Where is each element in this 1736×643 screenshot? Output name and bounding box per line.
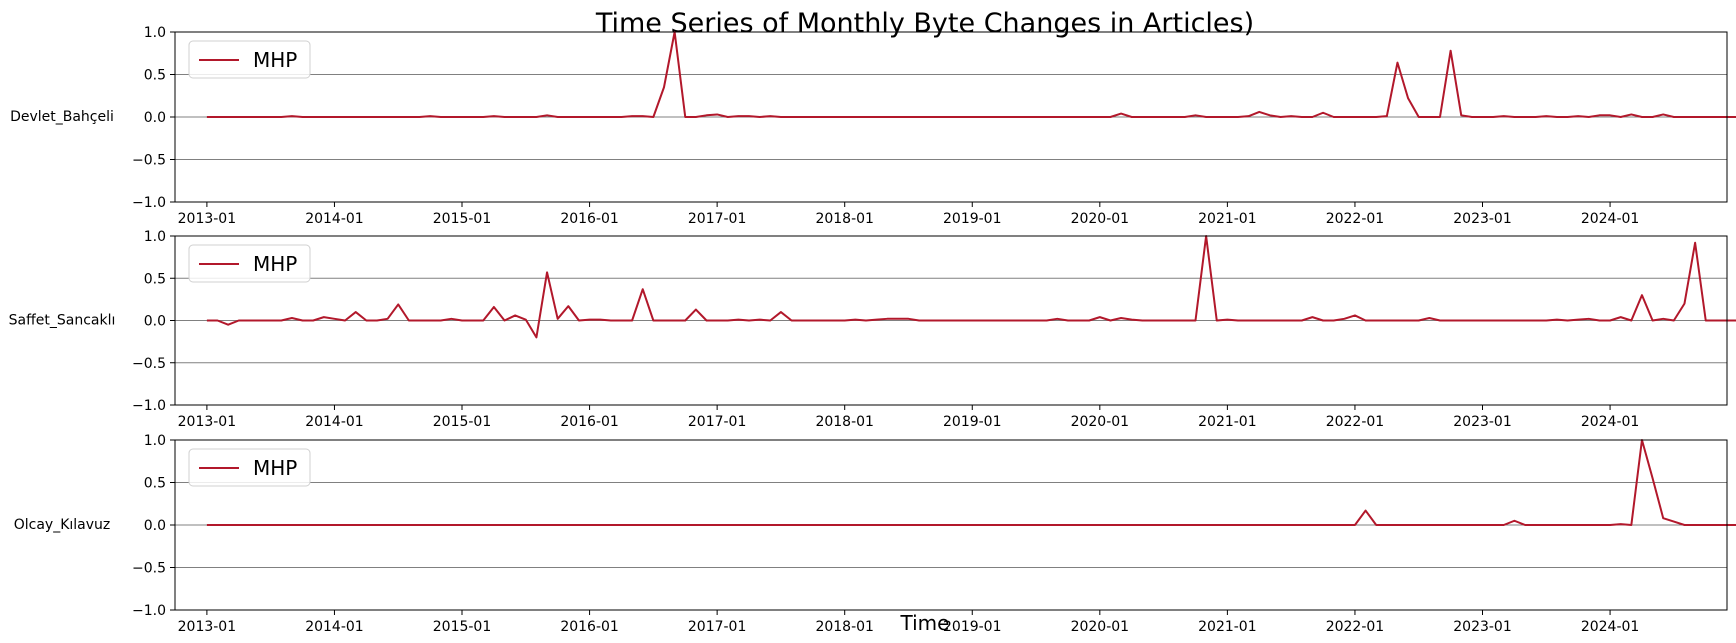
x-tick-label: 2019-01: [943, 619, 1002, 635]
panels-group: 1.0 0.5 0.0 −0.5 −1.0 2013-01 2014-01 2015-01 20…: [9, 25, 1736, 635]
series-line-mhp: [206, 439, 1736, 526]
x-tick-label: 2013-01: [178, 619, 237, 635]
x-tick-label: 2013-01: [178, 414, 237, 430]
x-tick-label: 2014-01: [305, 414, 364, 430]
x-tick-label: 2015-01: [433, 414, 492, 430]
x-tick-label: 2015-01: [433, 211, 492, 227]
legend-box: [188, 244, 311, 283]
x-tick-label: 2013-01: [178, 211, 237, 227]
x-tick-label: 2020-01: [1071, 211, 1130, 227]
y-tick-label: 1.0: [144, 229, 166, 245]
x-tick-label: 2017-01: [688, 619, 747, 635]
axes-frame: [174, 31, 1728, 203]
x-tick-label: 2021-01: [1198, 414, 1257, 430]
x-tick-label: 2017-01: [688, 211, 747, 227]
x-tick-label: 2016-01: [560, 211, 619, 227]
x-tick-label: 2021-01: [1198, 619, 1257, 635]
x-tick-label: 2020-01: [1071, 414, 1130, 430]
x-tick-label: 2024-01: [1581, 211, 1640, 227]
legend-label: MHP: [253, 252, 297, 276]
x-tick-label: 2022-01: [1326, 211, 1385, 227]
x-tick-label: 2016-01: [560, 619, 619, 635]
y-tick-label: 1.0: [144, 25, 166, 41]
x-tick-label: 2018-01: [815, 211, 874, 227]
y-tick-label: 0.0: [144, 314, 166, 330]
x-tick-label: 2023-01: [1453, 619, 1512, 635]
x-tick-label: 2017-01: [688, 414, 747, 430]
y-tick-label: 0.5: [144, 68, 166, 84]
y-tick-label: −1.0: [132, 195, 166, 211]
y-tick-label: −0.5: [132, 356, 166, 372]
x-tick-label: 2022-01: [1326, 619, 1385, 635]
legend: MHP: [188, 448, 311, 487]
x-tick-label: 2020-01: [1071, 619, 1130, 635]
x-tick-label: 2014-01: [305, 619, 364, 635]
x-tick-label: 2023-01: [1453, 211, 1512, 227]
legend: MHP: [188, 40, 311, 79]
series-line-mhp: [206, 235, 1736, 339]
x-tick-label: 2016-01: [560, 414, 619, 430]
x-tick-label: 2019-01: [943, 211, 1002, 227]
x-tick-label: 2018-01: [815, 619, 874, 635]
x-axis-label: Time: [900, 611, 950, 635]
legend: MHP: [188, 244, 311, 283]
x-tick-label: 2019-01: [943, 414, 1002, 430]
series-line-mhp: [206, 31, 1736, 118]
y-tick-label: 0.0: [144, 518, 166, 534]
x-tick-label: 2015-01: [433, 619, 492, 635]
x-tick-label: 2018-01: [815, 414, 874, 430]
axes-frame: [174, 439, 1728, 611]
y-tick-label: −1.0: [132, 603, 166, 619]
panel-2: 1.0 0.5 0.0 −0.5 −1.0 2013-01 2014-01 2015-01 20…: [9, 229, 1736, 430]
row-label: Olcay_Kılavuz: [14, 517, 111, 533]
y-tick-label: 0.5: [144, 476, 166, 492]
y-tick-label: 0.5: [144, 271, 166, 287]
x-tick-label: 2014-01: [305, 211, 364, 227]
x-tick-label: 2024-01: [1581, 414, 1640, 430]
legend-box: [188, 448, 311, 487]
panel-3: 1.0 0.5 0.0 −0.5 −1.0 2013-01 2014-01 2015-01 20…: [14, 433, 1736, 635]
y-tick-label: −1.0: [132, 398, 166, 414]
legend-label: MHP: [253, 48, 297, 72]
chart-title: Time Series of Monthly Byte Changes in A…: [595, 8, 1254, 39]
panel-1: 1.0 0.5 0.0 −0.5 −1.0 2013-01 2014-01 2015-01 20…: [10, 25, 1736, 227]
x-tick-label: 2021-01: [1198, 211, 1257, 227]
y-tick-label: 0.0: [144, 110, 166, 126]
x-tick-label: 2024-01: [1581, 619, 1640, 635]
legend-box: [188, 40, 311, 79]
x-tick-label: 2022-01: [1326, 414, 1385, 430]
axes-frame: [174, 235, 1728, 406]
row-label: Devlet_Bahçeli: [10, 109, 114, 125]
legend-label: MHP: [253, 456, 297, 480]
y-tick-label: −0.5: [132, 153, 166, 169]
y-tick-label: 1.0: [144, 433, 166, 449]
y-tick-label: −0.5: [132, 561, 166, 577]
row-label: Saffet_Sancaklı: [9, 313, 116, 329]
x-tick-label: 2023-01: [1453, 414, 1512, 430]
